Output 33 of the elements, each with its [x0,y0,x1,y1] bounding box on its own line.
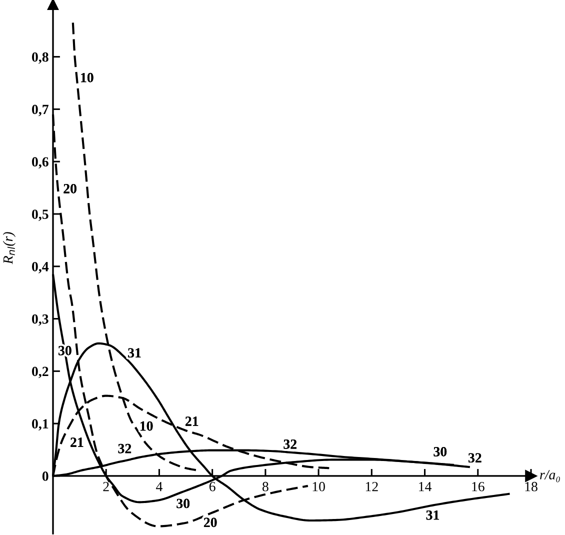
y-tick-label: 0,1 [32,419,48,431]
x-tick-label: 12 [366,482,378,492]
annotation: 32 [468,453,482,463]
annotation: 31 [426,510,439,520]
x-tick-label: 4 [156,482,162,492]
y-tick-label: 0,8 [32,52,48,64]
x-tick-label: 18 [525,482,538,492]
annotation: 21 [70,438,84,447]
annotation: 10 [81,72,94,82]
y-tick-label: 0,6 [32,157,48,169]
annotation: 30 [434,447,447,456]
y-tick-label: 0,5 [32,210,48,221]
y-tick-label: 0 [42,472,48,481]
annotation: 20 [204,518,217,528]
x-tick-label: 8 [262,482,268,492]
x-tick-label: 14 [419,482,432,492]
x-tick-label: 10 [312,482,325,492]
annotation: 32 [118,444,132,454]
x-tick-label: 2 [103,482,109,492]
y-tick-label: 0,3 [32,314,48,326]
annotation: 21 [186,416,198,426]
annotation: 20 [64,184,76,194]
x-tick-label: 6 [209,482,216,492]
annotation: 32 [284,440,296,449]
x-axis-title: r/a₀ [540,470,560,482]
annotation: 10 [140,421,153,431]
y-tick-label: 0,2 [32,366,48,378]
annotation: 30 [176,498,190,508]
y-tick-label: 0,4 [32,262,49,274]
y-axis-title: R$_{nl}$(r) [2,232,16,264]
annotation: 31 [128,348,141,358]
y-tick-label: 0,7 [32,104,48,116]
x-tick-label: 16 [472,482,484,492]
